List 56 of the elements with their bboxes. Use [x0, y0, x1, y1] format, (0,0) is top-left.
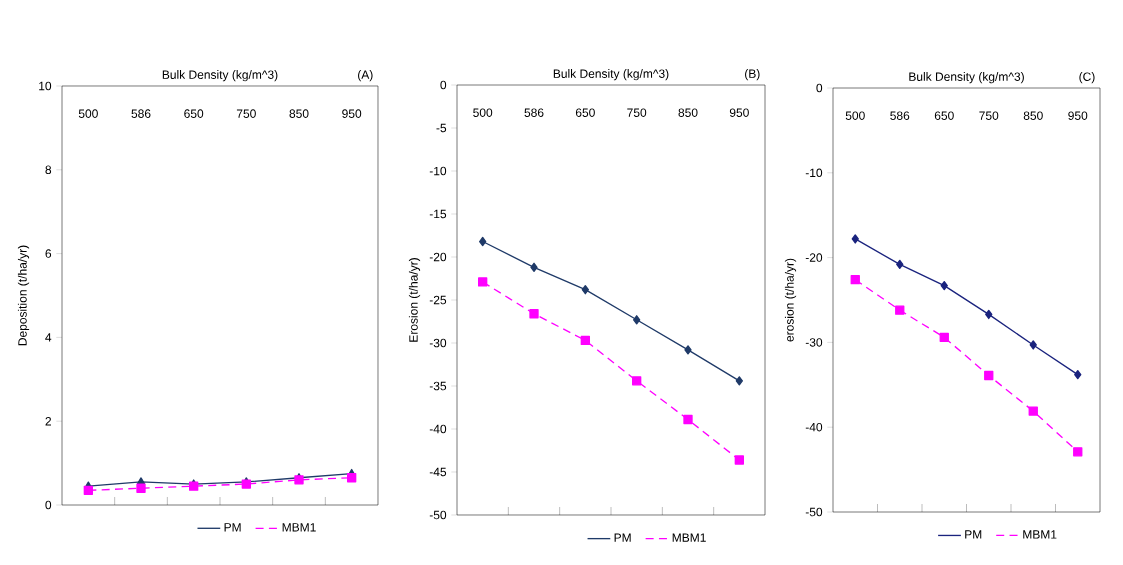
y-tick-label: -35 — [429, 381, 447, 391]
x-tick-label: 750 — [236, 109, 256, 118]
legend-label: PM — [224, 523, 241, 532]
x-axis-title: Bulk Density (kg/m^3) — [553, 69, 669, 81]
y-tick-label: 10 — [39, 81, 52, 91]
y-tick-label: 8 — [45, 165, 52, 175]
y-tick-label: -20 — [805, 253, 823, 262]
y-tick-label: -30 — [429, 338, 447, 348]
y-tick-label: -50 — [429, 510, 447, 520]
x-tick-label: 850 — [289, 109, 309, 118]
legend-label: MBM1 — [672, 533, 706, 542]
y-tick-label: -50 — [805, 507, 823, 517]
x-tick-label: 586 — [524, 108, 544, 117]
y-tick-label: 0 — [45, 500, 52, 510]
y-tick-label: -20 — [429, 252, 447, 262]
x-tick-label: 650 — [575, 108, 595, 117]
legend-label: MBM1 — [282, 523, 316, 532]
y-tick-label: 0 — [816, 83, 823, 93]
x-tick-label: 750 — [979, 111, 999, 120]
legend-label: PM — [965, 530, 982, 539]
y-tick-label: -25 — [429, 295, 447, 305]
x-tick-label: 950 — [1068, 111, 1088, 120]
y-tick-label: -10 — [805, 168, 823, 178]
y-tick-label: 4 — [45, 333, 52, 342]
x-tick-label: 850 — [1023, 111, 1043, 120]
x-tick-label: 500 — [845, 111, 865, 120]
x-tick-label: 950 — [342, 109, 362, 118]
text: (A) — [358, 70, 373, 82]
y-tick-label: -30 — [805, 338, 823, 347]
x-tick-label: 586 — [131, 109, 151, 118]
y-tick-label: -45 — [429, 467, 447, 477]
legend-label: MBM1 — [1023, 530, 1057, 539]
y-tick-label: -5 — [436, 123, 447, 133]
y-tick-label: 6 — [45, 249, 52, 258]
x-tick-label: 586 — [890, 111, 910, 120]
x-tick-label: 750 — [627, 108, 647, 117]
y-tick-label: -40 — [429, 424, 447, 434]
y-tick-label: 0 — [440, 80, 447, 90]
y-tick-label: -15 — [429, 209, 447, 219]
x-tick-label: 650 — [184, 109, 204, 118]
x-tick-label: 850 — [678, 108, 698, 117]
y-axis-title: erosion (t/ha/yr) — [784, 258, 797, 342]
x-tick-label: 500 — [473, 108, 493, 117]
x-axis-title: Bulk Density (kg/m^3) — [909, 72, 1024, 84]
y-axis-title: Deposition (t/ha/yr) — [17, 245, 30, 346]
x-tick-label: 650 — [934, 111, 954, 120]
text: (C) — [1079, 72, 1095, 84]
y-tick-label: -10 — [429, 166, 447, 176]
x-tick-label: 500 — [78, 109, 98, 118]
y-tick-label: -40 — [805, 422, 823, 432]
legend-label: PM — [614, 533, 631, 542]
x-axis-title: Bulk Density (kg/m^3) — [162, 70, 278, 82]
y-axis-title: Erosion (t/ha/yr) — [408, 258, 421, 342]
text: (B) — [745, 69, 760, 81]
x-tick-label: 950 — [729, 108, 749, 117]
y-tick-label: 2 — [45, 417, 51, 426]
